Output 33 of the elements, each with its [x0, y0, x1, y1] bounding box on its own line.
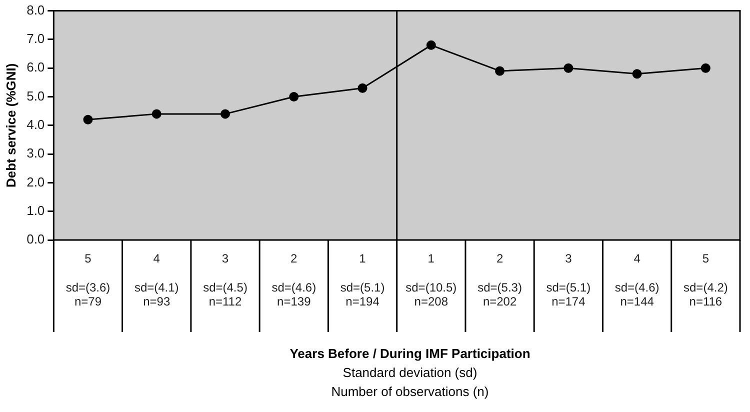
y-tick-label: 5.0	[26, 88, 45, 104]
category-label: 1 sd=(10.5) n=208	[406, 252, 457, 309]
point	[152, 109, 162, 119]
category-label: 3 sd=(4.5) n=112	[203, 252, 248, 309]
point	[220, 109, 230, 119]
point	[358, 83, 368, 93]
point	[564, 63, 574, 73]
y-tick-label: 0.0	[26, 232, 45, 247]
y-tick-label: 7.0	[26, 31, 45, 46]
y-tick-label: 4.0	[26, 116, 45, 132]
text: Standard deviation (sd)	[342, 365, 478, 380]
category-label: 1 sd=(5.1) n=194	[340, 252, 385, 309]
category-label: 2 sd=(5.3) n=202	[478, 252, 522, 309]
category-label: 4 sd=(4.1) n=93	[134, 252, 179, 309]
category-label: 4 sd=(4.6) n=144	[614, 252, 660, 309]
category-label: 5 sd=(3.6) n=79	[66, 252, 110, 309]
category-label: 2 sd=(4.6) n=139	[272, 252, 316, 309]
y-tick-label: 3.0	[26, 146, 45, 161]
point	[632, 69, 642, 79]
point	[700, 63, 710, 73]
y-tick-label: 6.0	[26, 60, 45, 75]
y-tick-label: 1.0	[26, 202, 45, 218]
point	[83, 114, 93, 124]
text: Number of observations (n)	[330, 384, 490, 399]
point	[289, 92, 299, 102]
text: Years Before / During IMF Participation	[288, 346, 532, 361]
y-tick-label: 8.0	[26, 2, 45, 18]
y-axis-title: Debt service (%GNI)	[3, 63, 18, 188]
point	[426, 40, 436, 50]
y-tick-label: 2.0	[26, 174, 45, 190]
point	[495, 66, 505, 76]
category-label: 5 sd=(4.2) n=116	[684, 252, 728, 309]
category-label: 3 sd=(5.1) n=174	[546, 252, 591, 309]
